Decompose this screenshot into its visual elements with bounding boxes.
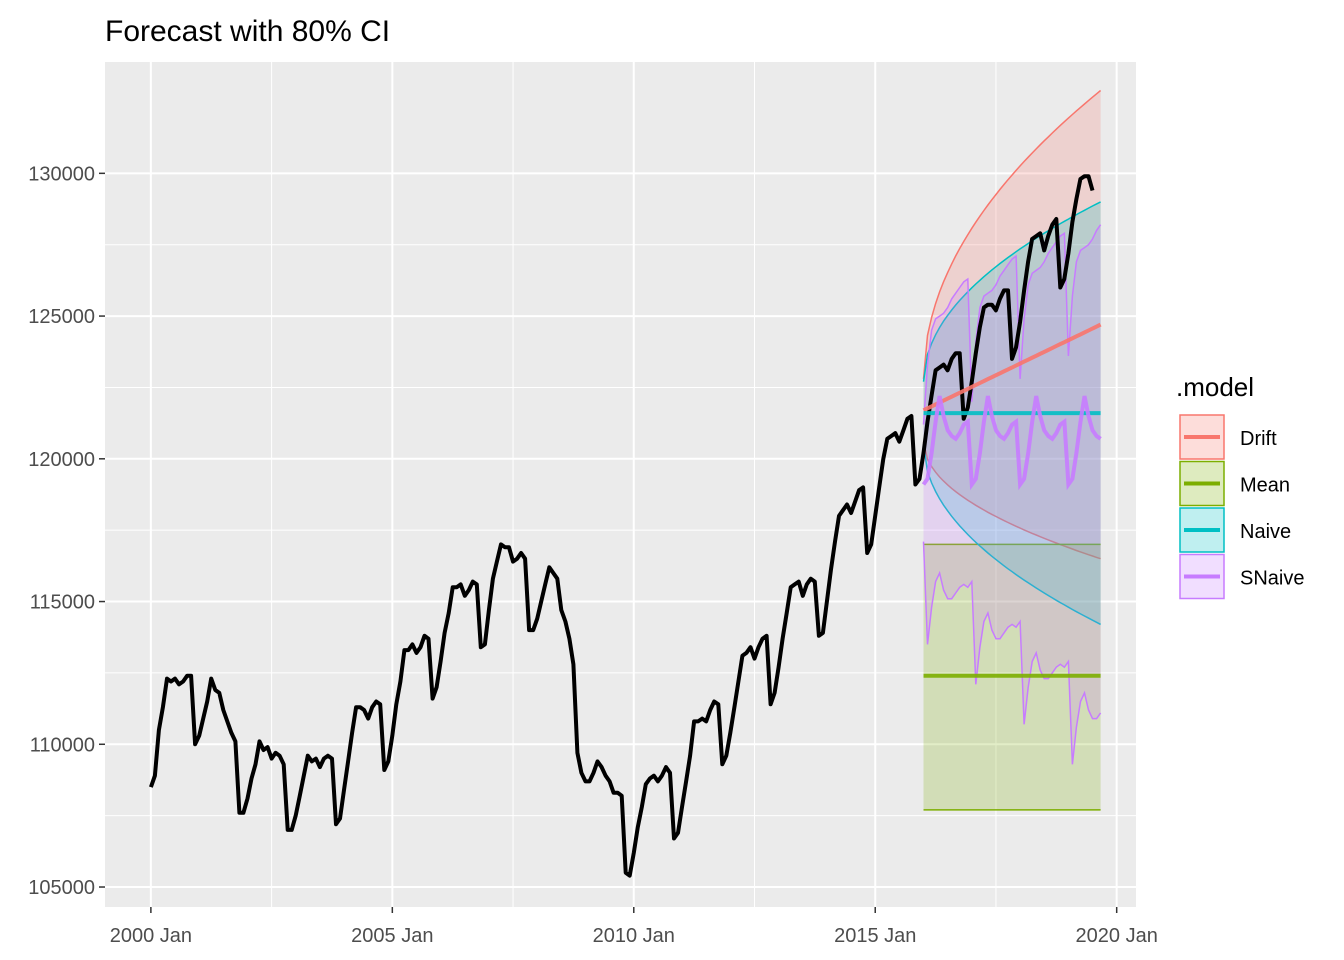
ribbon-lower-naive	[922, 444, 1101, 626]
gridlines	[105, 62, 1136, 907]
y-tick-label: 120000	[28, 449, 95, 471]
legend-label-drift: Drift	[1240, 428, 1277, 450]
ribbon-lower-drift	[922, 441, 1101, 560]
plot-panel	[105, 62, 1136, 907]
series-lines	[149, 174, 1102, 878]
x-tick-label: 2020 Jan	[1076, 925, 1158, 947]
ribbon-upper-snaive	[922, 224, 1102, 425]
x-tick-label: 2000 Jan	[110, 925, 192, 947]
y-tick-label: 130000	[28, 163, 95, 185]
y-axis: 105000 110000 115000 120000 125000 130000	[28, 163, 105, 899]
y-tick-label: 115000	[30, 592, 95, 614]
ribbon-snaive	[923, 224, 1101, 765]
x-tick-label: 2015 Jan	[834, 925, 916, 947]
ribbon-upper-drift	[922, 89, 1102, 379]
legend: .model Drift Mean Naive SNaive	[1176, 372, 1304, 600]
x-axis: 2000 Jan 2005 Jan 2010 Jan 2015 Jan 2020 Jan	[110, 907, 1158, 947]
chart-title: Forecast with 80% CI	[105, 15, 390, 48]
y-tick-label: 110000	[30, 734, 95, 756]
x-tick-label: 2010 Jan	[593, 925, 675, 947]
y-tick-label: 105000	[28, 877, 95, 899]
legend-label-mean: Mean	[1240, 475, 1290, 497]
actual-series-line	[149, 174, 1095, 878]
x-tick-label: 2005 Jan	[351, 925, 433, 947]
ribbon-upper-naive	[922, 201, 1101, 382]
legend-label-naive: Naive	[1240, 521, 1291, 543]
legend-title: .model	[1176, 372, 1254, 402]
ribbon-lower-snaive	[922, 541, 1102, 765]
y-tick-label: 125000	[28, 306, 95, 328]
forecast-line-snaive	[921, 395, 1102, 491]
forecast-line-drift	[922, 322, 1102, 413]
legend-label-snaive: SNaive	[1240, 568, 1304, 590]
